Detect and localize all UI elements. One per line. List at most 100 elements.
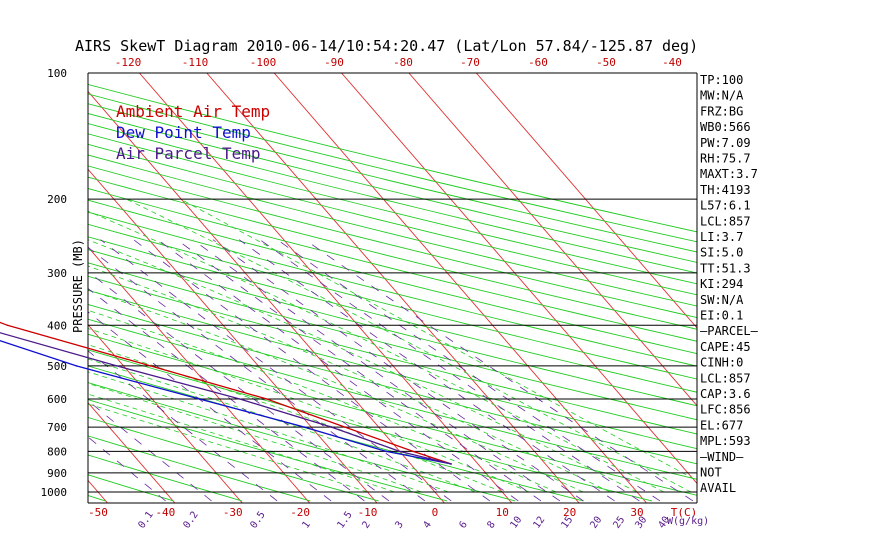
top-temp-tick-label: -100 — [250, 56, 277, 69]
mixing-ratio-label: 1.5 — [335, 510, 354, 531]
moist-adiabat-line — [88, 210, 665, 493]
mixing-ratio-label: 2 — [360, 519, 372, 530]
dry-adiabat-line — [88, 249, 697, 407]
dew-point-temp-line — [0, 339, 452, 465]
top-temp-tick-label: -80 — [393, 56, 413, 69]
stability-index-item: TT:51.3 — [700, 261, 751, 275]
stability-index-item: LI:3.7 — [700, 230, 743, 244]
stability-index-item: CAPE:45 — [700, 340, 751, 354]
mixing-ratio-line — [259, 239, 640, 502]
ambient-air-temp-point — [149, 365, 152, 367]
dry-adiabat-line — [88, 143, 697, 296]
bottom-temp-tick-label: -30 — [223, 506, 243, 519]
stability-index-item: LFC:856 — [700, 403, 751, 417]
mixing-ratio-label: 20 — [588, 515, 604, 531]
bottom-temp-tick-label: 30 — [630, 506, 643, 519]
dew-point-temp-point — [303, 426, 306, 428]
dry-adiabat-line — [88, 103, 697, 253]
top-temp-tick-label: -120 — [115, 56, 142, 69]
bottom-temp-tick-label: -20 — [290, 506, 310, 519]
dry-adiabats — [0, 82, 697, 502]
dry-adiabat-line — [88, 123, 697, 274]
moist-adiabat-line — [88, 358, 476, 493]
legend-ambient-air-temp: Ambient Air Temp — [116, 102, 270, 121]
stability-index-item: CAP:3.6 — [700, 387, 751, 401]
mixing-ratio-line — [88, 436, 166, 502]
pressure-tick-label: 1000 — [41, 486, 68, 499]
mixing-ratio-line — [133, 239, 491, 502]
dry-adiabat-line — [88, 211, 697, 367]
mixing-ratio-label: 4 — [421, 519, 433, 530]
pressure-tick-label: 600 — [47, 393, 67, 406]
stability-index-item: AVAIL — [700, 481, 736, 495]
air-parcel-temp-point — [239, 398, 241, 400]
mixing-ratio-label: 0.2 — [181, 510, 200, 531]
mixing-ratio-line — [238, 239, 615, 502]
stability-index-item: WB0:566 — [700, 120, 751, 134]
isotherm-line — [273, 73, 647, 503]
stability-index-item: —PARCEL— — [700, 324, 759, 338]
stability-index-item: CINH:0 — [700, 356, 743, 370]
top-temp-tick-label: -40 — [662, 56, 682, 69]
chart-title: AIRS SkewT Diagram 2010-06-14/10:54:20.4… — [75, 37, 698, 55]
top-temp-tick-label: -60 — [528, 56, 548, 69]
isotherm-line — [206, 73, 580, 503]
mixing-ratio-line — [304, 239, 694, 502]
stability-index-item: FRZ:BG — [700, 104, 743, 118]
mixing-ratio-line — [277, 239, 661, 502]
mixing-ratio-label: 0.1 — [136, 510, 155, 531]
pressure-tick-label: 400 — [47, 319, 67, 332]
mixing-ratio-line — [192, 239, 561, 502]
stability-index-item: NOT — [700, 466, 722, 480]
pressure-tick-label: 700 — [47, 421, 67, 434]
top-temp-tick-label: -70 — [460, 56, 480, 69]
mixing-ratio-line — [100, 239, 452, 502]
stability-index-item: MW:N/A — [700, 89, 744, 103]
mixing-ratio-label: 10 — [508, 515, 524, 531]
mixing-ratio-line — [88, 246, 426, 502]
dry-adiabat-line — [88, 223, 697, 380]
pressure-tick-label: 900 — [47, 467, 67, 480]
moist-adiabat-line — [88, 393, 395, 493]
pressure-tick-label: 500 — [47, 360, 67, 373]
dry-adiabat-line — [88, 416, 379, 502]
dry-adiabat-line — [88, 113, 697, 263]
dry-adiabat-line — [88, 382, 516, 502]
air-parcel-temp-point — [330, 426, 333, 428]
mixing-ratio-line — [88, 311, 332, 502]
dry-adiabat-line — [88, 435, 311, 502]
mixing-ratio-line — [212, 239, 584, 502]
isotherm-line — [475, 73, 697, 329]
isotherm-line — [88, 479, 108, 503]
air-parcel-temp-point — [398, 450, 401, 453]
mixing-ratio-label: 25 — [611, 515, 627, 531]
mixing-ratio-label: 12 — [531, 515, 547, 531]
stability-index-item: —WIND— — [700, 450, 744, 464]
isotherm-line — [88, 168, 378, 503]
dry-adiabat-line — [88, 333, 697, 496]
dry-adiabat-line — [88, 289, 697, 450]
stability-index-item: TH:4193 — [700, 183, 751, 197]
isotherm-line — [88, 324, 243, 503]
air-parcel-temp-point — [116, 365, 118, 367]
dry-adiabat-line — [88, 154, 697, 307]
bottom-temp-tick-label: 20 — [563, 506, 576, 519]
mixing-ratio-line — [88, 400, 212, 502]
mixing-ratio-unit-label: W(g/kg) — [667, 516, 709, 527]
stability-index-item: TP:100 — [700, 73, 743, 87]
dry-adiabat-line — [88, 365, 584, 502]
ambient-air-temp-point — [412, 450, 415, 453]
dry-adiabat-line — [88, 318, 697, 480]
dry-adiabat-line — [88, 165, 697, 319]
dry-adiabat-line — [88, 262, 697, 421]
mixing-ratio-line — [88, 350, 278, 502]
ambient-air-temp-point — [6, 324, 9, 327]
dry-adiabat-line — [0, 82, 37, 501]
moist-adiabat-line — [180, 198, 697, 482]
stability-index-item: RH:75.7 — [700, 152, 751, 166]
bottom-temp-tick-label: -10 — [358, 506, 378, 519]
dry-adiabat-line — [88, 275, 697, 435]
stability-index-item: MAXT:3.7 — [700, 167, 758, 181]
